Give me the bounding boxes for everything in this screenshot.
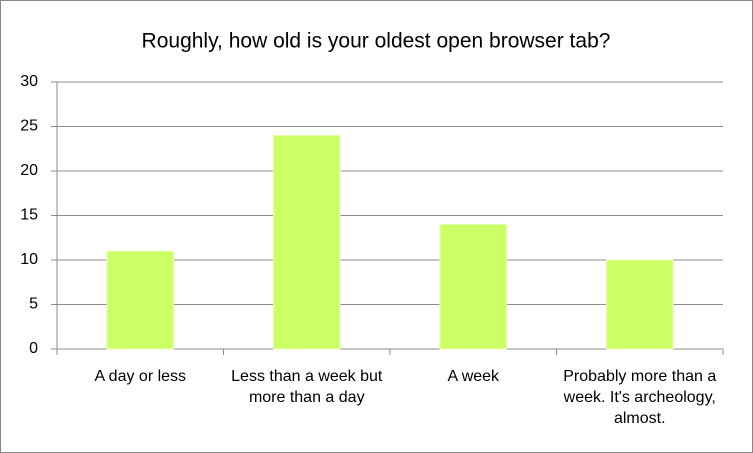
x-tick-label-box: Probably more than a week. It's archeolo… bbox=[563, 368, 717, 427]
bar bbox=[605, 259, 674, 350]
y-tick-label: 15 bbox=[20, 207, 38, 224]
x-tick-label: A week bbox=[447, 368, 500, 385]
x-tick-label: Less than a week but more than a day bbox=[231, 368, 383, 406]
y-tick-label: 5 bbox=[29, 296, 38, 313]
y-tick-label: 20 bbox=[20, 162, 38, 179]
x-tick-label-box: Less than a week but more than a day bbox=[231, 368, 383, 406]
x-tick-label-box: A day or less bbox=[94, 368, 187, 385]
y-tick-label: 0 bbox=[29, 340, 38, 357]
x-tick-label: A day or less bbox=[94, 368, 187, 385]
x-tick-label-box: A week bbox=[447, 368, 500, 385]
y-tick-label: 30 bbox=[20, 73, 38, 90]
bar bbox=[272, 134, 341, 350]
y-tick-label: 25 bbox=[20, 118, 38, 135]
bar bbox=[106, 250, 175, 350]
x-tick-label: Probably more than a week. It's archeolo… bbox=[563, 368, 717, 427]
y-tick-label: 10 bbox=[20, 251, 38, 268]
chart-title: Roughly, how old is your oldest open bro… bbox=[142, 30, 611, 53]
bar bbox=[439, 223, 508, 350]
